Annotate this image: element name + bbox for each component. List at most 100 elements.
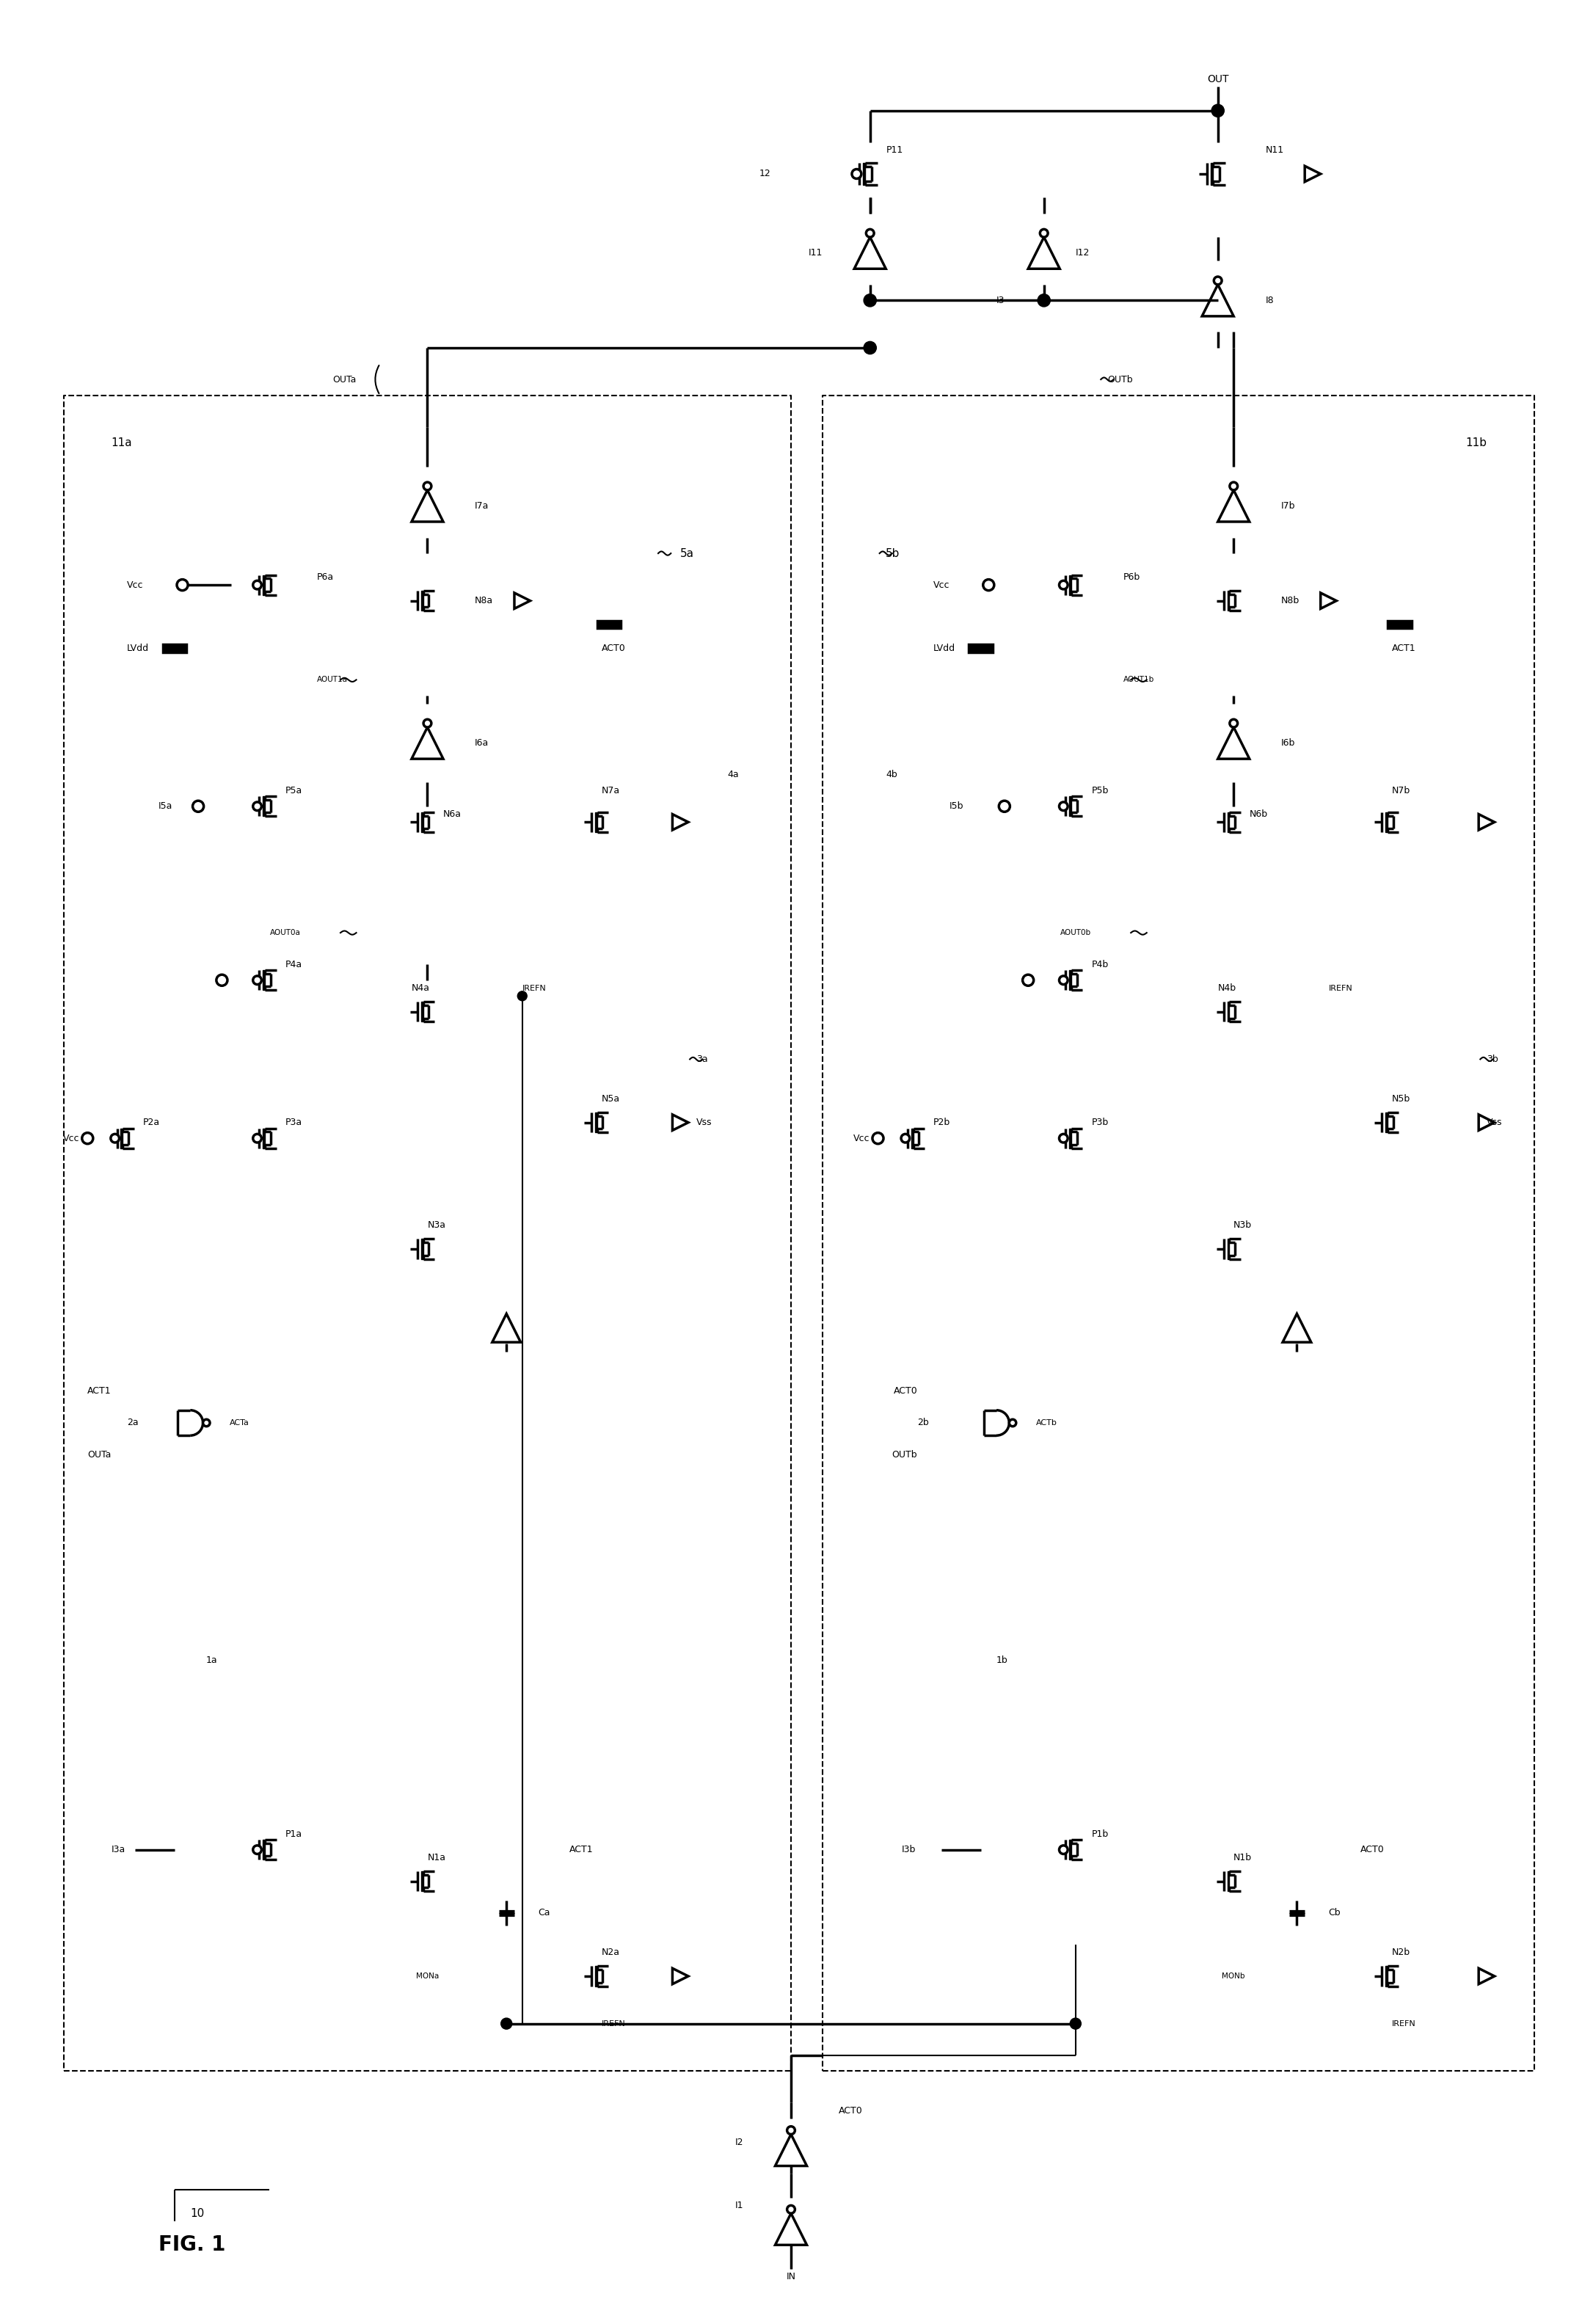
Text: Vss: Vss: [1487, 1118, 1503, 1127]
Text: OUTb: OUTb: [1107, 374, 1133, 383]
Text: AOUT1a: AOUT1a: [316, 676, 348, 683]
Text: OUTa: OUTa: [87, 1450, 111, 1459]
Polygon shape: [421, 1871, 422, 1892]
Polygon shape: [421, 1002, 422, 1023]
Text: I7b: I7b: [1281, 502, 1296, 511]
Polygon shape: [595, 811, 596, 832]
Circle shape: [1022, 974, 1033, 985]
Text: N2b: N2b: [1392, 1948, 1410, 1957]
Polygon shape: [1210, 163, 1213, 186]
Text: P6b: P6b: [1123, 572, 1141, 581]
Polygon shape: [1069, 1841, 1071, 1859]
Text: P4b: P4b: [1092, 960, 1109, 969]
Text: N8b: N8b: [1281, 595, 1299, 607]
Circle shape: [177, 579, 188, 590]
Text: I3: I3: [997, 295, 1005, 304]
Polygon shape: [263, 574, 266, 595]
Text: N3b: N3b: [1234, 1220, 1251, 1229]
Circle shape: [217, 974, 228, 985]
Text: 4a: 4a: [728, 769, 739, 779]
Text: ACT0: ACT0: [894, 1387, 918, 1397]
Text: P1b: P1b: [1092, 1829, 1109, 1838]
Text: P5a: P5a: [285, 786, 302, 795]
Circle shape: [1060, 1845, 1068, 1855]
Text: MONb: MONb: [1221, 1973, 1245, 1980]
Text: P5b: P5b: [1092, 786, 1109, 795]
Bar: [163, 644, 187, 653]
Circle shape: [253, 1845, 261, 1855]
Polygon shape: [1386, 1113, 1387, 1132]
Circle shape: [517, 992, 527, 1002]
Text: N3a: N3a: [427, 1220, 446, 1229]
Text: P4a: P4a: [285, 960, 302, 969]
Circle shape: [788, 2205, 794, 2212]
Circle shape: [1212, 105, 1224, 116]
Circle shape: [865, 230, 873, 237]
Circle shape: [1213, 277, 1221, 284]
Text: MONa: MONa: [416, 1973, 438, 1980]
Polygon shape: [1069, 574, 1071, 595]
Polygon shape: [120, 1129, 123, 1148]
Text: ACT0: ACT0: [1361, 1845, 1384, 1855]
Circle shape: [1060, 976, 1068, 985]
Polygon shape: [911, 1129, 913, 1148]
Text: I5a: I5a: [158, 802, 172, 811]
Polygon shape: [595, 1966, 596, 1987]
Text: Ca: Ca: [538, 1908, 551, 1917]
Text: 1b: 1b: [997, 1655, 1008, 1664]
Text: N4b: N4b: [1218, 983, 1236, 992]
Text: N7a: N7a: [601, 786, 620, 795]
Text: Vcc: Vcc: [127, 581, 144, 590]
Text: OUTb: OUTb: [892, 1450, 918, 1459]
Text: LVdd: LVdd: [127, 644, 149, 653]
Polygon shape: [1228, 1871, 1229, 1892]
Circle shape: [1229, 481, 1237, 490]
Text: Vss: Vss: [696, 1118, 712, 1127]
Polygon shape: [595, 1113, 596, 1132]
Circle shape: [501, 2017, 513, 2029]
Polygon shape: [1228, 1239, 1229, 1260]
Circle shape: [111, 1134, 119, 1143]
Text: IREFN: IREFN: [601, 2020, 625, 2027]
Text: P2a: P2a: [142, 1118, 160, 1127]
Text: FIG. 1: FIG. 1: [158, 2236, 226, 2254]
Text: AOUT0b: AOUT0b: [1060, 930, 1092, 937]
Polygon shape: [1069, 969, 1071, 990]
Text: N6b: N6b: [1250, 809, 1267, 818]
Text: I11: I11: [808, 249, 823, 258]
Text: IN: IN: [786, 2273, 796, 2282]
Circle shape: [998, 802, 1009, 811]
Circle shape: [982, 579, 993, 590]
Text: N6a: N6a: [443, 809, 462, 818]
Text: ACT0: ACT0: [601, 644, 625, 653]
Text: I7a: I7a: [475, 502, 489, 511]
Text: ACT1: ACT1: [1392, 644, 1416, 653]
Text: P2b: P2b: [933, 1118, 951, 1127]
Polygon shape: [421, 590, 422, 611]
Text: 5b: 5b: [886, 548, 900, 558]
Circle shape: [253, 1134, 261, 1143]
Text: OUT: OUT: [1207, 74, 1229, 84]
Text: P3a: P3a: [285, 1118, 302, 1127]
Circle shape: [82, 1132, 93, 1143]
Polygon shape: [263, 1841, 266, 1859]
Text: 1a: 1a: [206, 1655, 218, 1664]
Circle shape: [1069, 2017, 1081, 2029]
Polygon shape: [263, 797, 266, 816]
Text: I3a: I3a: [111, 1845, 125, 1855]
Circle shape: [253, 802, 261, 811]
Text: N8a: N8a: [475, 595, 494, 607]
Text: 4b: 4b: [886, 769, 897, 779]
Circle shape: [1060, 802, 1068, 811]
Text: N5b: N5b: [1392, 1095, 1410, 1104]
Circle shape: [1229, 720, 1237, 727]
Text: 3a: 3a: [696, 1055, 707, 1064]
Circle shape: [872, 1132, 883, 1143]
Text: Vcc: Vcc: [933, 581, 949, 590]
Text: AOUT1b: AOUT1b: [1123, 676, 1155, 683]
Text: I3b: I3b: [902, 1845, 916, 1855]
Polygon shape: [263, 1129, 266, 1148]
Text: 11a: 11a: [111, 437, 133, 449]
Text: Vcc: Vcc: [63, 1134, 79, 1143]
Text: Vcc: Vcc: [854, 1134, 870, 1143]
